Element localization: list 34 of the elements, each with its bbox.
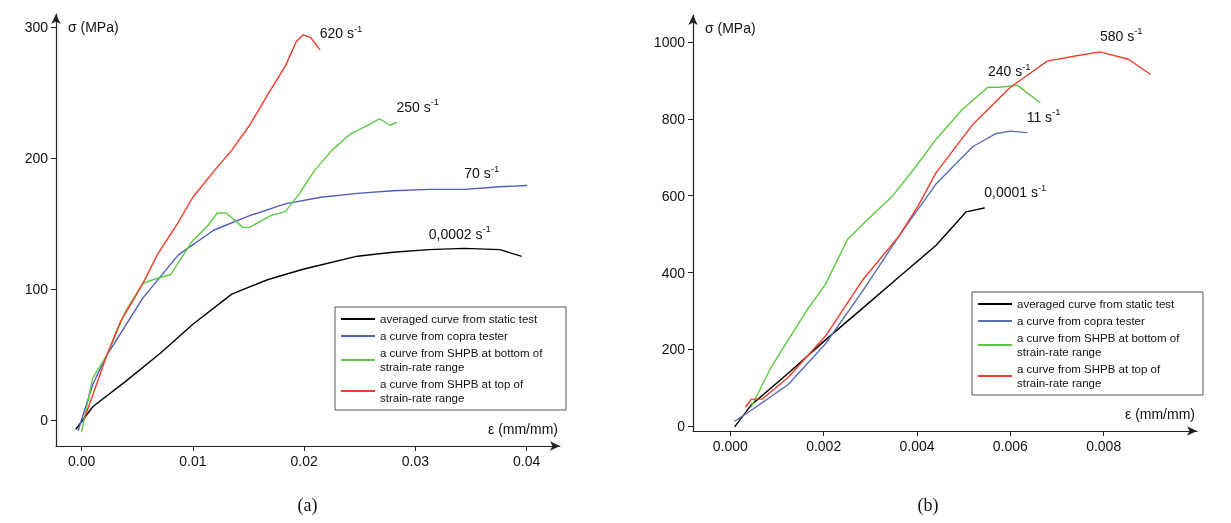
- y-tick-label: 0: [677, 418, 686, 435]
- y-tick-label: 600: [661, 187, 686, 204]
- text: (b): [917, 495, 939, 516]
- y-axis-title: σ (MPa): [68, 19, 119, 35]
- y-tick-label: 800: [661, 110, 686, 127]
- y-tick-label: 200: [661, 341, 686, 358]
- x-axis-title: ε (mm/mm): [488, 421, 558, 437]
- line-series: [84, 34, 321, 418]
- y-tick-label: 200: [24, 150, 49, 166]
- x-tick-label: 0.01: [179, 453, 207, 469]
- line-series: [734, 207, 985, 428]
- legend-label: averaged curve from static test: [380, 313, 539, 325]
- x-tick-label: 0.004: [899, 438, 935, 454]
- x-axis-title: ε (mm/mm): [1125, 406, 1195, 422]
- x-tick-label: 0.02: [290, 453, 318, 469]
- x-tick-label: 0.03: [401, 453, 430, 469]
- x-tick-label: 0.008: [1086, 438, 1122, 454]
- x-tick-label: 0.000: [712, 438, 749, 454]
- x-tick-label: 0.04: [513, 453, 541, 469]
- y-tick-label: 1000: [653, 33, 686, 50]
- y-tick-label: 100: [24, 280, 49, 297]
- text: (a): [297, 495, 318, 516]
- y-tick-label: 300: [24, 19, 49, 36]
- legend-label: averaged curve from static test: [1017, 298, 1176, 310]
- legend-label: a curve from copra tester: [380, 330, 508, 342]
- legend-label: a curve from copra tester: [1017, 315, 1145, 327]
- y-tick-label: 0: [40, 411, 49, 428]
- legend-label: a curve from SHPB at top of strain-rate range: [380, 378, 527, 404]
- y-tick-label: 400: [661, 264, 686, 281]
- y-axis-title: σ (MPa): [705, 20, 756, 36]
- x-tick-label: 0.006: [992, 438, 1029, 454]
- x-tick-label: 0.00: [67, 453, 96, 469]
- legend-label: a curve from SHPB at top of strain-rate range: [1017, 363, 1164, 389]
- x-tick-label: 0.002: [806, 438, 842, 454]
